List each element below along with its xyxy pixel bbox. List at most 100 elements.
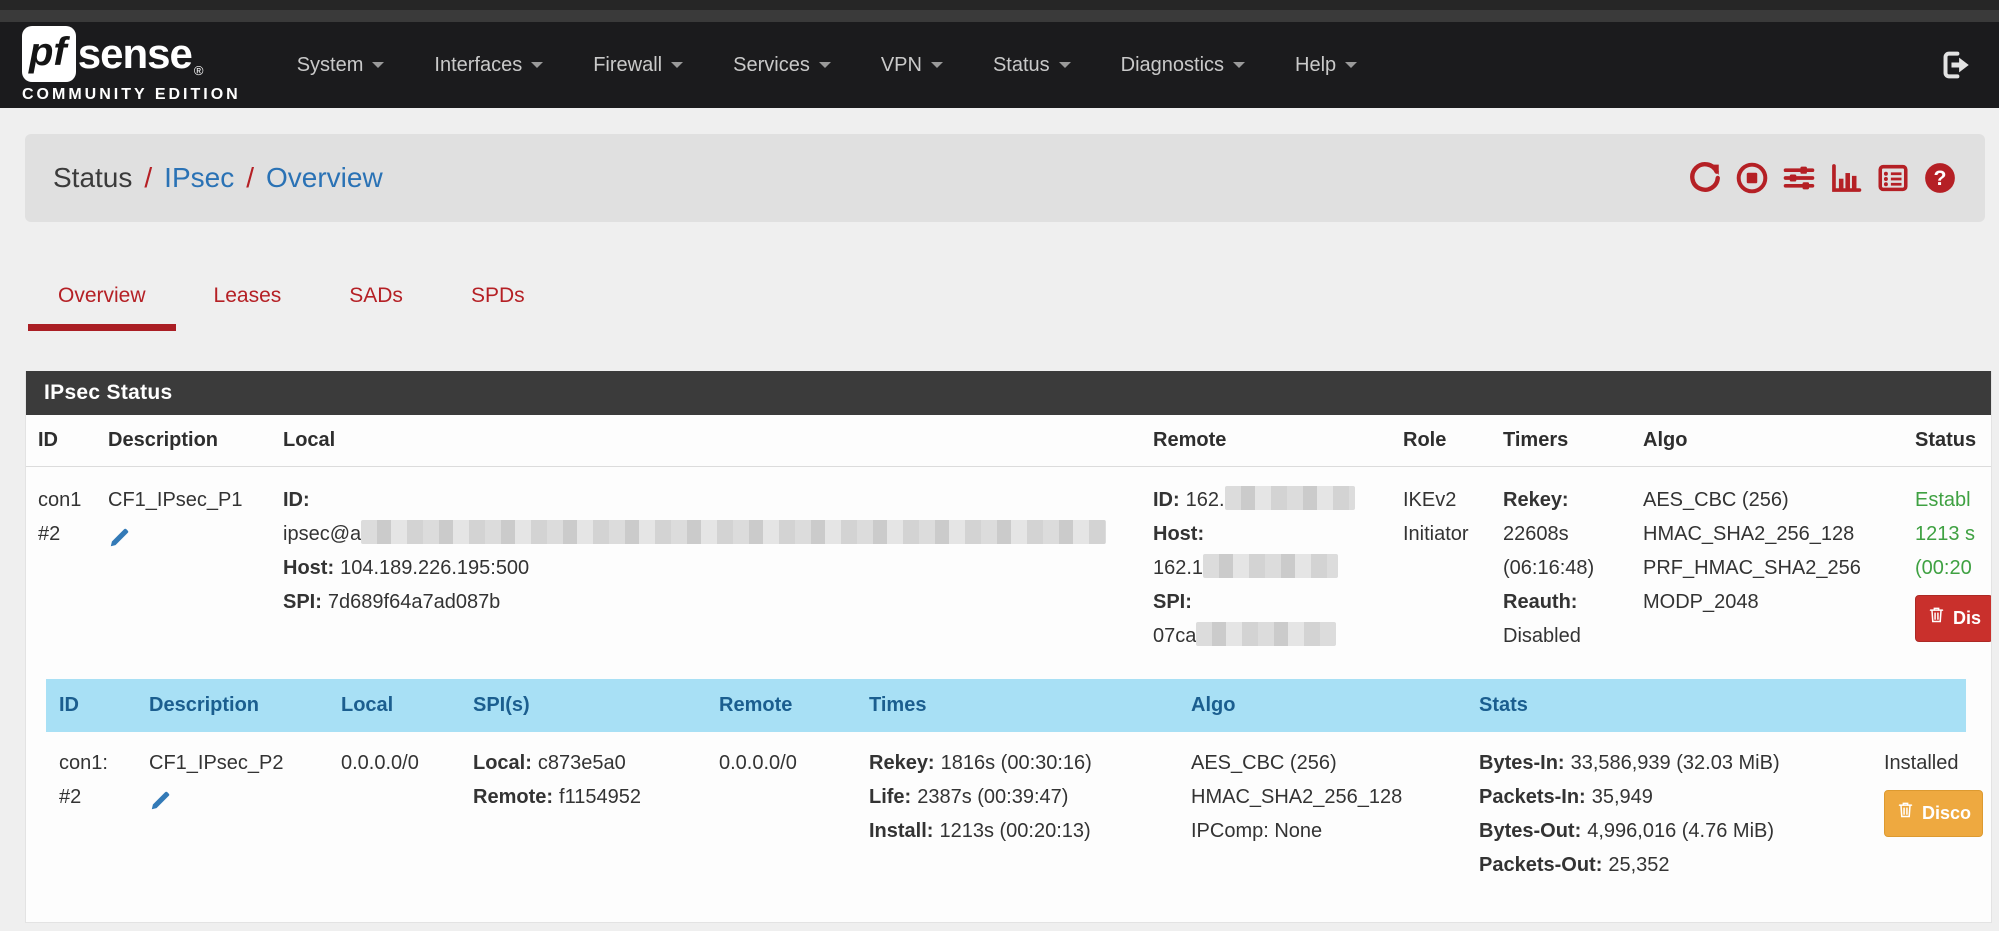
disconnect-p1-label: Dis	[1953, 608, 1982, 628]
nav-item-interfaces[interactable]: Interfaces	[434, 53, 544, 77]
spi-remote-value: f1154952	[559, 786, 641, 808]
cell-algo: AES_CBC (256) HMAC_SHA2_256_128 IPComp: …	[1178, 732, 1466, 896]
nav-item-label: Help	[1295, 53, 1337, 76]
bar-chart-icon[interactable]	[1829, 161, 1863, 195]
chevron-down-icon	[818, 62, 831, 68]
nav-item-vpn[interactable]: VPN	[881, 54, 943, 77]
chevron-down-icon	[372, 62, 385, 68]
rekey-label: Rekey:	[869, 752, 935, 774]
logout-icon[interactable]	[1939, 48, 1973, 82]
help-icon[interactable]: ?	[1923, 161, 1957, 195]
remote-subnet: 0.0.0.0/0	[719, 752, 797, 774]
trash-icon	[1896, 798, 1915, 829]
col-local: Local	[271, 415, 1141, 467]
cell-status: Installed Disco	[1871, 732, 1984, 896]
nav-item-system[interactable]: System	[297, 54, 385, 77]
life-label: Life:	[869, 786, 912, 808]
bytes-in-value: 33,586,939 (32.03 MiB)	[1570, 752, 1780, 774]
cell-remote: 0.0.0.0/0	[706, 732, 856, 896]
nav-item-help[interactable]: Help	[1295, 53, 1358, 77]
disconnect-p2-button[interactable]: Disco	[1884, 790, 1984, 837]
ike-sa-table: ID Description Local Remote Role Timers …	[26, 415, 1991, 670]
nav-item-services[interactable]: Services	[733, 54, 831, 77]
bytes-in-label: Bytes-In:	[1479, 752, 1565, 774]
spi-remote-label: Remote:	[473, 786, 554, 808]
cell-id: con1 #2	[26, 467, 96, 670]
cell-timers: Rekey: 22608s (06:16:48) Reauth: Disable…	[1491, 467, 1631, 670]
breadcrumb-separator: /	[246, 162, 254, 193]
pfsense-logo[interactable]: pf sense ® COMMUNITY EDITION	[22, 26, 241, 104]
refresh-icon[interactable]	[1688, 161, 1722, 195]
reauth-label: Reauth:	[1503, 591, 1578, 613]
col-description: Description	[96, 415, 271, 467]
sliders-icon[interactable]	[1782, 161, 1816, 195]
packets-out-label: Packets-Out:	[1479, 854, 1603, 876]
breadcrumb-section: Status	[53, 162, 133, 193]
packets-in-label: Packets-In:	[1479, 786, 1586, 808]
install-value: 1213s (00:20:13)	[939, 820, 1091, 842]
disconnect-p1-button[interactable]: Dis	[1915, 595, 1991, 642]
panel-title: IPsec Status	[26, 371, 1991, 415]
redacted-remote-host	[1203, 554, 1339, 578]
nav-item-label: Firewall	[593, 53, 663, 76]
header-action-icons: ?	[1688, 161, 1957, 195]
local-spi-label: SPI:	[283, 591, 322, 613]
col-remote: Remote	[1141, 415, 1391, 467]
cell-times: Rekey: 1816s (00:30:16) Life: 2387s (00:39…	[856, 732, 1178, 896]
local-id-label: ID:	[283, 489, 310, 511]
nav-item-status[interactable]: Status	[993, 54, 1071, 77]
pencil-icon	[149, 791, 173, 817]
redacted-remote-id	[1224, 486, 1355, 510]
tab-sads[interactable]: SADs	[349, 284, 403, 307]
remote-host-value: 162.1	[1153, 557, 1204, 579]
col-stats: Stats	[1466, 679, 1871, 732]
breadcrumb-link-overview[interactable]: Overview	[265, 162, 383, 193]
stop-icon[interactable]	[1735, 161, 1769, 195]
tab-leases[interactable]: Leases	[213, 284, 282, 307]
nav-item-diagnostics[interactable]: Diagnostics	[1121, 54, 1246, 77]
chevron-down-icon	[1345, 62, 1358, 68]
bytes-out-value: 4,996,016 (4.76 MiB)	[1587, 820, 1775, 842]
breadcrumb-link-ipsec[interactable]: IPsec	[164, 162, 235, 193]
col-id: ID	[26, 415, 96, 467]
ike-sa-row: con1 #2 CF1_IPsec_P1 ID: ipsec@a	[26, 467, 1991, 670]
remote-host-label: Host:	[1153, 523, 1205, 545]
nav-item-label: Interfaces	[434, 53, 523, 76]
rekey-label: Rekey:	[1503, 489, 1569, 511]
remote-spi-label: SPI:	[1153, 591, 1192, 613]
trash-icon	[1927, 603, 1946, 634]
chevron-down-icon	[930, 62, 943, 68]
col-status-blank	[1871, 679, 1966, 732]
child-conn-instance: #2	[59, 786, 82, 808]
spi-local-label: Local:	[473, 752, 532, 774]
list-icon[interactable]	[1876, 161, 1910, 195]
tab-overview[interactable]: Overview	[28, 274, 176, 331]
edit-p1-button[interactable]	[108, 525, 132, 560]
col-spis: SPI(s)	[460, 679, 706, 732]
chevron-down-icon	[671, 62, 684, 68]
child-sa-table: ID Description Local SPI(s) Remote Times…	[46, 679, 1984, 896]
edit-p2-button[interactable]	[149, 788, 173, 823]
local-id-value: ipsec@a	[283, 523, 362, 545]
breadcrumb: Status / IPsec / Overview	[53, 162, 383, 194]
top-navbar: pf sense ® COMMUNITY EDITION System Inte…	[0, 22, 1999, 108]
chevron-down-icon	[531, 62, 544, 68]
svg-text:?: ?	[1934, 166, 1947, 190]
cell-id: con1: #2	[46, 732, 136, 896]
cell-role: IKEv2 Initiator	[1391, 467, 1491, 670]
cell-description: CF1_IPsec_P2	[136, 732, 328, 896]
col-times: Times	[856, 679, 1178, 732]
pfsense-logo-top: pf sense ®	[22, 26, 241, 82]
col-algo: Algo	[1631, 415, 1903, 467]
packets-out-value: 25,352	[1608, 854, 1670, 876]
cell-description: CF1_IPsec_P1	[96, 467, 271, 670]
col-remote: Remote	[706, 679, 856, 732]
redacted-remote-spi	[1196, 622, 1337, 646]
redacted-local-id	[361, 520, 1107, 544]
packets-in-value: 35,949	[1591, 786, 1653, 808]
nav-item-firewall[interactable]: Firewall	[593, 53, 684, 77]
nav-item-label: System	[296, 53, 364, 76]
local-host-label: Host:	[283, 557, 335, 579]
tab-spds[interactable]: SPDs	[470, 284, 525, 307]
local-spi-value: 7d689f64a7ad087b	[327, 591, 501, 613]
